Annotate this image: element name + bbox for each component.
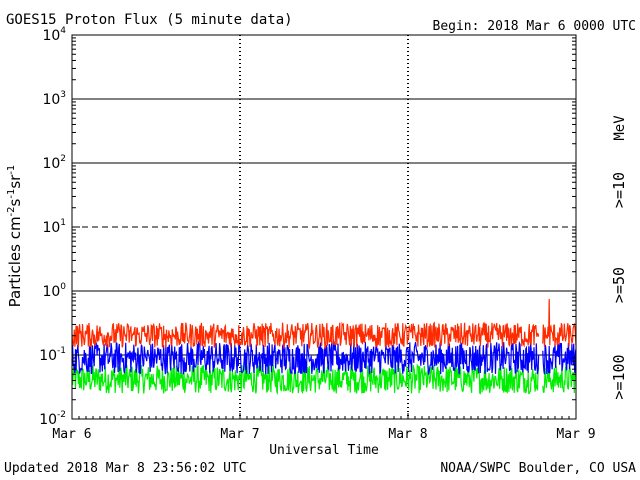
data-series: [71, 298, 577, 396]
x-tick-label: Mar 9: [556, 427, 595, 442]
y-tick-label: 100: [42, 282, 66, 300]
y-axis-label: Particles cm-2s-1sr-1: [6, 165, 24, 308]
axis-ticks: 10-2 10-1 100 101 102 103 104 Mar 6 Mar 7 Mar 8 Ma…: [39, 26, 595, 442]
credit-label: NOAA/SWPC Boulder, CO USA: [440, 461, 636, 476]
y-tick-label: 104: [42, 26, 66, 44]
chart-title: GOES15 Proton Flux (5 minute data): [6, 12, 293, 28]
legend-ge100: >=100: [610, 354, 628, 399]
x-tick-label: Mar 6: [52, 427, 91, 442]
y-tick-label: 10-2: [39, 410, 66, 428]
plot-frame: [71, 34, 577, 420]
unit-label: MeV: [612, 115, 628, 141]
y-tick-label: 10-1: [39, 346, 66, 364]
legend-ge50: >=50: [610, 267, 628, 303]
updated-timestamp: Updated 2018 Mar 8 23:56:02 UTC: [4, 461, 247, 476]
begin-time: Begin: 2018 Mar 6 0000 UTC: [433, 19, 637, 34]
y-tick-label: 102: [42, 154, 66, 172]
x-tick-label: Mar 8: [388, 427, 427, 442]
series-line-10: [71, 298, 577, 350]
y-tick-label: 101: [42, 218, 66, 236]
y-tick-label: 103: [42, 90, 66, 108]
legend-ge10: >=10: [610, 172, 628, 208]
series-line-50: [71, 340, 577, 376]
x-axis-label: Universal Time: [269, 443, 379, 458]
x-tick-label: Mar 7: [220, 427, 259, 442]
